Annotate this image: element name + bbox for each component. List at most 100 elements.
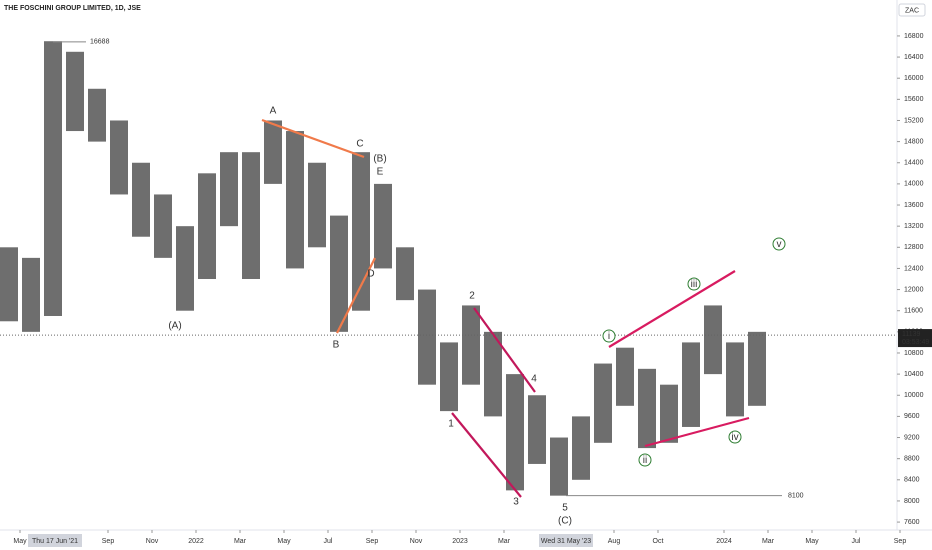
y-tick-label: 14000 <box>904 181 924 188</box>
y-tick-label: 16400 <box>904 54 924 61</box>
x-tick-label: Nov <box>410 538 423 545</box>
crosshair-badge <box>28 534 82 547</box>
x-tick-label: Mar <box>234 538 247 545</box>
price-range <box>264 120 282 184</box>
y-tick-label: 15200 <box>904 117 924 124</box>
y-tick-label: 16000 <box>904 75 924 82</box>
high-marker-label: 16688 <box>90 39 110 46</box>
plot-area <box>0 41 766 496</box>
price-range <box>682 342 700 427</box>
price-range <box>506 374 524 491</box>
wave-label: ii <box>643 455 647 466</box>
y-tick-label: 11600 <box>904 308 923 315</box>
price-range <box>66 51 84 132</box>
last-price-badge <box>898 329 932 348</box>
trend-line <box>336 257 376 334</box>
y-tick-label: 13600 <box>904 202 924 209</box>
x-tick-label: 2024 <box>716 538 732 545</box>
wave-label: D <box>367 269 374 280</box>
y-tick-label: 8800 <box>904 456 920 463</box>
wave-label: (B) <box>373 154 386 165</box>
wave-label: A <box>270 106 277 117</box>
price-range <box>748 331 766 406</box>
x-tick-label: May <box>805 538 819 545</box>
y-tick-label: 10800 <box>904 350 924 357</box>
y-tick-label: 14800 <box>904 138 924 145</box>
price-range <box>418 289 436 385</box>
trend-line <box>644 416 750 448</box>
countdown: 03:53:49 <box>902 339 929 346</box>
y-tick-label: 12800 <box>904 244 924 251</box>
wave-label: i <box>608 331 610 342</box>
price-range <box>110 120 128 195</box>
x-tick-label: Jul <box>324 538 333 545</box>
price-range <box>550 437 568 496</box>
x-tick-label: Nov <box>146 538 159 545</box>
price-range <box>220 152 238 227</box>
y-tick-label: 8000 <box>904 498 920 505</box>
x-tick-label: Sep <box>102 538 115 545</box>
y-tick-label: 8400 <box>904 477 920 484</box>
x-tick-label: Aug <box>608 538 621 545</box>
last-price: 11139 <box>902 331 921 338</box>
x-tick-label: Sep <box>366 538 379 545</box>
price-range <box>154 194 172 258</box>
x-tick-label: Jul <box>852 538 861 545</box>
price-range <box>462 305 480 385</box>
price-range <box>242 152 260 280</box>
y-tick-label: 9600 <box>904 413 920 420</box>
price-range <box>198 173 216 280</box>
price-range <box>440 342 458 412</box>
wave-circle <box>772 237 786 251</box>
trend-line <box>473 307 536 393</box>
wave-label: 2 <box>469 291 475 302</box>
wave-label: 3 <box>513 497 519 508</box>
crosshair-label: Wed 31 May '23 <box>541 538 591 545</box>
y-tick-label: 13200 <box>904 223 924 230</box>
wave-circle <box>687 277 701 291</box>
y-tick-label: 10400 <box>904 371 924 378</box>
y-tick-label: 10000 <box>904 392 924 399</box>
price-range <box>132 162 150 237</box>
y-tick-label: 12400 <box>904 265 924 272</box>
wave-label: B <box>333 340 340 351</box>
currency-badge[interactable] <box>898 3 926 17</box>
price-range <box>484 331 502 417</box>
price-range <box>0 247 18 322</box>
wave-label: (A) <box>168 321 181 332</box>
wave-circle <box>728 430 742 444</box>
price-range <box>352 152 370 311</box>
x-tick-label: Mar <box>762 538 775 545</box>
wave-label: 5 <box>562 503 568 514</box>
price-range <box>396 247 414 301</box>
price-range <box>572 416 590 480</box>
crosshair-label: Thu 17 Jun '21 <box>32 538 78 545</box>
trend-line <box>261 118 365 159</box>
wave-label: E <box>377 167 384 178</box>
price-range <box>330 215 348 332</box>
wave-label: v <box>777 239 782 250</box>
low-marker-label: 8100 <box>788 492 804 499</box>
wave-label: iv <box>731 432 738 443</box>
price-range <box>660 384 678 443</box>
price-axis <box>897 0 932 530</box>
currency: ZAC <box>905 7 919 14</box>
price-range <box>726 342 744 417</box>
wave-label: 4 <box>531 374 537 385</box>
x-tick-label: 2023 <box>452 538 468 545</box>
x-tick-label: 2022 <box>188 538 204 545</box>
trend-line <box>451 412 522 498</box>
y-tick-label: 7600 <box>904 519 920 526</box>
price-range <box>616 347 634 406</box>
wave-circle <box>602 329 616 343</box>
price-range <box>528 395 546 464</box>
y-tick-label: 16800 <box>904 33 924 40</box>
price-range <box>22 257 40 332</box>
x-tick-label: Sep <box>894 538 907 545</box>
y-tick-label: 15600 <box>904 96 924 103</box>
price-range <box>286 131 304 269</box>
price-range <box>88 88 106 142</box>
wave-label: (C) <box>558 516 572 527</box>
x-tick-label: May <box>13 538 27 545</box>
